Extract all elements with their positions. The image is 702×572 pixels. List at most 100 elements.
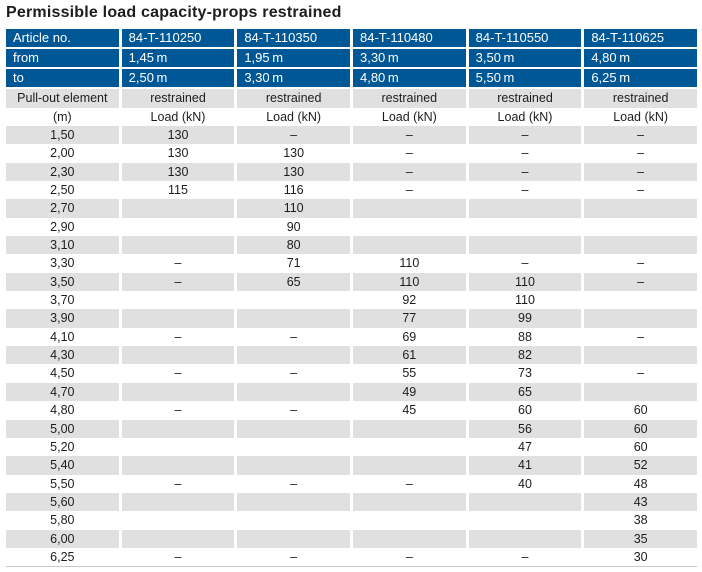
restrained-label: restrained	[352, 89, 466, 108]
load-value-cell: 110	[399, 256, 420, 271]
from-label: from	[6, 49, 119, 67]
to-value-cell: 5,50 m	[468, 69, 582, 87]
load-value-cell	[584, 236, 697, 255]
load-value-cell: 77	[352, 309, 466, 328]
table-row: 2,00 130 130 – – –	[6, 144, 697, 162]
table-row: 3,50–65 110 110–	[6, 272, 697, 292]
load-value-cell: 80	[237, 236, 350, 255]
table-row: 5,00 56 60	[6, 419, 697, 438]
load-value-cell: 52	[584, 456, 697, 475]
load-kn-label: Load (kN)	[613, 109, 669, 124]
load-value-cell	[121, 236, 235, 255]
from-value-cell: 3,50 m	[468, 49, 582, 67]
load-value-cell: 65	[237, 272, 350, 292]
table-row: 3,90 77 99	[6, 309, 697, 328]
load-value-cell: –	[290, 476, 298, 491]
load-value-cell: 61	[352, 346, 466, 365]
table-row: 2,90 90	[6, 218, 697, 236]
load-value-cell: 99	[468, 309, 582, 328]
to-value-cell: 3,30 m	[237, 69, 350, 87]
load-value-cell: 55	[402, 366, 417, 381]
pullout-length-cell: 5,80	[50, 513, 75, 528]
table-row: 3,30 – 71 110 – –	[6, 254, 697, 272]
table-row: 3,10 80	[6, 236, 697, 255]
load-value-cell: –	[290, 329, 298, 344]
article-no-cell: 84-T-110550	[468, 29, 582, 47]
article-no-cell: 84-T-110480	[352, 29, 466, 47]
from-row: from 1,45 m 1,95 m 3,30 m 3,50 m 4,80 m	[6, 49, 697, 67]
load-value-cell: –	[405, 549, 413, 564]
load-value-cell: 45	[402, 403, 417, 418]
load-value-cell: 110	[515, 293, 535, 308]
load-value-cell: –	[637, 329, 645, 344]
load-value-cell	[352, 456, 466, 475]
table-row: 2,50 115 116 – – –	[6, 181, 697, 199]
load-value-cell	[121, 382, 235, 402]
table-row: 2,30 130 130– – –	[6, 162, 697, 182]
pullout-length-cell: 6,25	[50, 549, 75, 564]
to-row: to 2,50 m 3,30 m 4,80 m 5,50 m 6,25 m	[6, 69, 697, 87]
load-value-cell: 41	[468, 456, 582, 475]
table-row: 4,10 – – 69 88 –	[6, 328, 697, 346]
load-value-cell	[122, 438, 235, 456]
load-value-cell: 92	[402, 293, 417, 308]
to-value-cell: 6,25 m	[584, 69, 697, 87]
load-value-cell	[468, 199, 582, 218]
page-title: Permissible load capacity-props restrain…	[6, 4, 342, 21]
pullout-length-cell: 5,20	[50, 439, 75, 454]
load-value-cell: 40	[518, 476, 532, 491]
pullout-length-cell: 5,60	[6, 492, 119, 512]
load-value-cell	[237, 492, 350, 512]
load-value-cell: 48	[633, 476, 648, 491]
load-value-cell: 110	[352, 272, 466, 292]
load-kn-label: Load (kN)	[150, 109, 206, 124]
load-value-cell	[584, 309, 697, 328]
pullout-element-label: Pull-out element	[6, 89, 119, 108]
load-value-cell	[352, 419, 466, 438]
load-value-cell: –	[637, 366, 645, 381]
load-value-cell: –	[174, 256, 182, 271]
restrained-label: restrained	[468, 89, 582, 108]
restrained-label: restrained	[121, 89, 235, 108]
table-row: 6,00 35	[6, 529, 697, 548]
load-value-cell	[237, 346, 350, 365]
pullout-length-cell: 3,10	[6, 236, 119, 255]
table-row: 5,60 43	[6, 492, 697, 512]
load-value-cell	[584, 291, 697, 309]
load-value-cell	[584, 218, 697, 236]
load-value-cell: –	[352, 126, 466, 145]
load-value-cell: 116	[283, 183, 304, 198]
load-capacity-table: Article no. 84-T-110250 84-T-110350 84-T…	[6, 29, 697, 568]
article-no-label: Article no.	[6, 29, 119, 47]
load-value-cell: 90	[286, 219, 301, 234]
load-value-cell: 60	[633, 403, 648, 418]
load-value-cell: –	[521, 549, 529, 564]
load-value-cell: 60	[584, 419, 697, 438]
subheader-row-restrained: Pull-out element restrained restrained r…	[6, 89, 697, 108]
load-value-cell: –	[405, 476, 413, 491]
load-value-cell: –	[584, 162, 697, 182]
pullout-length-cell: 4,10	[50, 329, 75, 344]
to-value-cell: 4,80 m	[352, 69, 466, 87]
load-value-cell	[237, 529, 350, 548]
pullout-length-cell: 5,00	[6, 419, 119, 438]
load-value-cell: –	[405, 146, 413, 161]
load-value-cell: –	[637, 256, 645, 271]
load-value-cell: 130	[121, 126, 235, 145]
load-value-cell: –	[521, 146, 529, 161]
pullout-length-cell: 6,00	[6, 529, 119, 548]
article-no-cell: 84-T-110250	[121, 29, 235, 47]
table-row: 4,30 61 82	[6, 346, 697, 365]
load-value-cell: –	[521, 183, 529, 198]
table-row: 4,70 49 65	[6, 382, 697, 402]
load-value-cell	[237, 511, 350, 529]
load-value-cell: 38	[633, 513, 648, 528]
from-value-cell: 1,45 m	[121, 49, 235, 67]
load-value-cell: –	[584, 126, 697, 145]
article-no-cell: 84-T-110625	[584, 29, 697, 47]
load-value-cell: 88	[518, 329, 532, 344]
pullout-length-cell: 4,30	[6, 346, 119, 365]
pullout-length-cell: 5,40	[6, 456, 119, 475]
load-value-cell	[584, 199, 697, 218]
